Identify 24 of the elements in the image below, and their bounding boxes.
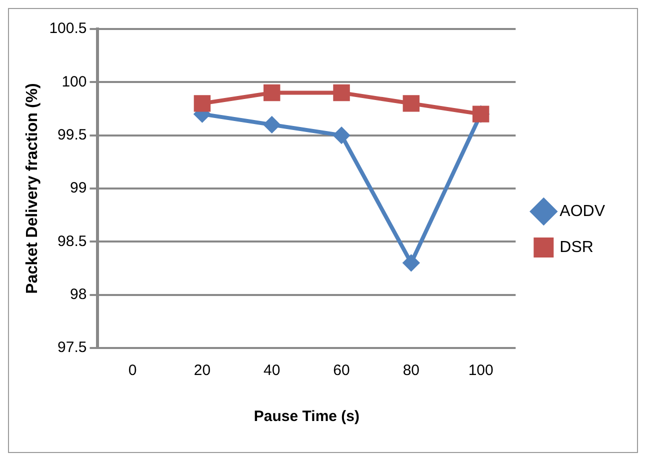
point	[403, 254, 420, 271]
x-tick-label: 20	[194, 362, 211, 380]
x-tick-label: 0	[128, 362, 137, 380]
x-tick-label: 40	[264, 362, 280, 380]
point	[333, 84, 350, 102]
point	[264, 116, 280, 133]
x-tick-label: 80	[402, 362, 420, 380]
legend-label: AODV	[560, 202, 606, 220]
x-axis-title: Pause Time (s)	[254, 408, 360, 426]
y-tick-label: 100.5	[49, 20, 87, 38]
y-tick-label: 100	[62, 73, 87, 90]
point	[264, 84, 280, 102]
point	[194, 95, 211, 112]
y-tick-label: 99	[70, 180, 87, 197]
y-tick-label: 97.5	[58, 339, 87, 356]
y-axis-title: Packet Delivery fraction (%)	[24, 83, 42, 294]
point	[402, 95, 420, 112]
y-tick-label: 98	[70, 286, 87, 303]
legend-label: DSR	[560, 238, 594, 256]
x-tick-label: 60	[333, 362, 350, 380]
x-tick-label: 100	[468, 362, 494, 380]
y-tick-label: 98.5	[58, 232, 87, 250]
point	[334, 127, 350, 144]
y-tick-label: 99.5	[58, 126, 87, 144]
